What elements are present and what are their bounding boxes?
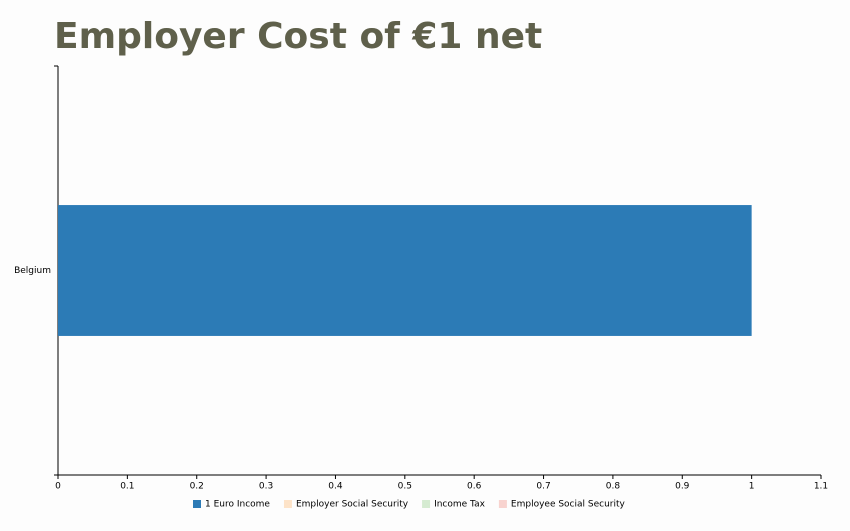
- x-tick-label: 0.7: [536, 482, 550, 492]
- legend-label: Employer Social Security: [296, 500, 409, 510]
- legend-marker: [283, 500, 292, 508]
- legend-label: Employee Social Security: [511, 500, 626, 510]
- x-tick-label: 0.9: [675, 482, 690, 492]
- x-tick-label: 0.2: [190, 482, 204, 492]
- x-tick-label: 1: [749, 482, 755, 492]
- x-tick-label: 0.4: [328, 482, 343, 492]
- legend-marker: [193, 500, 201, 508]
- legend-marker: [422, 500, 431, 508]
- legend-marker: [498, 500, 507, 508]
- x-tick-label: 0.8: [606, 482, 621, 492]
- x-tick-label: 0.5: [398, 482, 412, 492]
- legend-label: 1 Euro Income: [205, 500, 270, 510]
- legend-label: Income Tax: [434, 500, 486, 510]
- x-tick-label: 0.1: [120, 482, 134, 492]
- chart-title: Employer Cost of €1 net: [54, 16, 542, 57]
- x-tick-label: 0: [55, 482, 61, 492]
- x-tick-label: 0.6: [467, 482, 482, 492]
- x-tick-label: 1.1: [814, 482, 828, 492]
- x-tick-label: 0.3: [259, 482, 273, 492]
- bar: [58, 205, 752, 336]
- y-tick-label: Belgium: [14, 266, 51, 276]
